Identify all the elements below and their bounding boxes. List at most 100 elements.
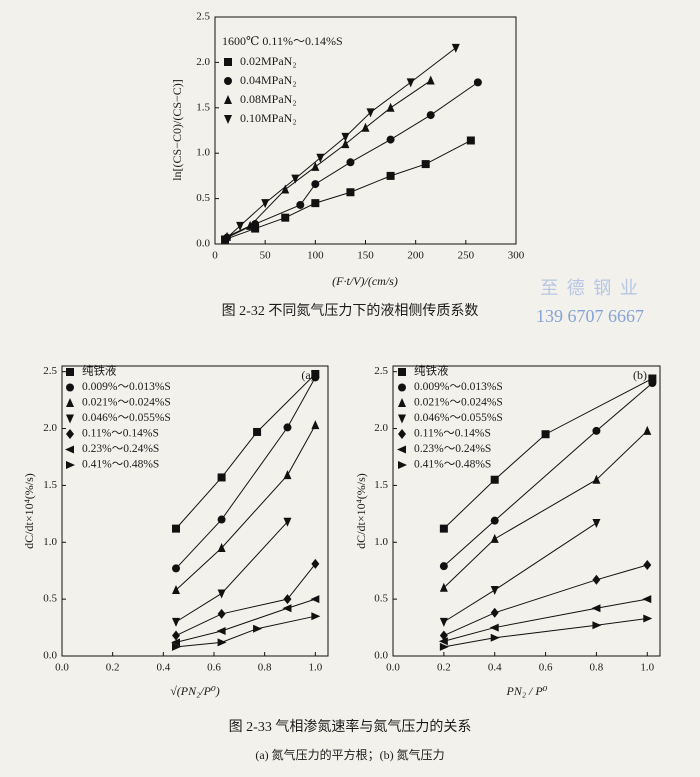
- legend-label: 0.02MPaN₂: [240, 54, 297, 68]
- y-tick-label: 0.0: [374, 650, 388, 662]
- data-point: [592, 426, 601, 435]
- legend-label: 0.41%～0.48%S: [82, 459, 159, 471]
- data-point: [361, 122, 370, 132]
- x-tick-label: 200: [407, 250, 424, 262]
- annotation: 1600℃ 0.11%～0.14%S: [222, 34, 343, 48]
- legend-marker: [398, 368, 406, 376]
- data-point: [311, 180, 320, 189]
- data-point: [591, 604, 601, 613]
- data-point: [172, 585, 180, 595]
- data-point: [490, 607, 499, 618]
- data-point: [311, 558, 320, 569]
- plot-frame: [392, 365, 661, 657]
- y-tick-label: 2.5: [43, 365, 57, 377]
- data-point: [439, 582, 448, 592]
- data-point: [490, 633, 500, 642]
- data-point: [643, 425, 652, 435]
- x-tick-label: 0.4: [488, 662, 502, 674]
- data-point: [592, 474, 601, 484]
- legend-label: 0.23%～0.24%S: [82, 443, 159, 455]
- y-tick-label: 2.0: [196, 56, 210, 68]
- data-point: [421, 160, 430, 169]
- legend-marker: [398, 383, 406, 392]
- legend-marker: [398, 414, 406, 424]
- data-point: [642, 595, 652, 604]
- y-tick-label: 1.5: [43, 479, 57, 491]
- legend-marker: [66, 414, 74, 424]
- data-point: [490, 475, 499, 484]
- data-point: [253, 427, 262, 436]
- data-point: [346, 158, 355, 167]
- watermark: 至 德 钢 业: [540, 278, 640, 298]
- data-point: [311, 612, 321, 621]
- data-point: [281, 213, 290, 222]
- data-point: [541, 430, 550, 439]
- x-tick-label: 1.0: [308, 662, 322, 674]
- y-tick-label: 0.5: [43, 593, 57, 605]
- caption: 图 2-33 气相渗氮速率与氮气压力的关系: [229, 718, 472, 735]
- data-point: [386, 135, 395, 144]
- x-tick-label: 0.4: [156, 662, 170, 674]
- data-point: [439, 630, 448, 641]
- legend-marker: [224, 95, 232, 104]
- data-point: [310, 595, 320, 604]
- data-point: [311, 199, 320, 208]
- data-point: [283, 470, 292, 480]
- series-line: [443, 617, 648, 648]
- y-tick-label: 2.5: [196, 11, 210, 23]
- x-tick-label: 0.6: [207, 662, 221, 674]
- data-point: [341, 139, 350, 149]
- x-tick-label: 0.6: [539, 662, 553, 674]
- data-point: [217, 589, 226, 599]
- series-line: [224, 140, 472, 240]
- data-point: [439, 617, 448, 627]
- legend-label: 0.021%～0.024%S: [414, 397, 503, 409]
- data-point: [366, 108, 375, 118]
- legend-marker: [66, 429, 74, 439]
- legend-label: 0.11%～0.14%S: [414, 428, 491, 440]
- legend-marker: [398, 398, 406, 407]
- data-point: [311, 161, 320, 171]
- data-point: [283, 594, 292, 605]
- data-point: [490, 533, 499, 543]
- data-point: [217, 542, 226, 552]
- series-line: [175, 377, 316, 569]
- data-point: [217, 608, 226, 619]
- data-point: [316, 153, 325, 163]
- data-point: [439, 562, 448, 571]
- y-tick-label: 0.0: [43, 650, 57, 662]
- data-point: [236, 221, 245, 231]
- y-axis-label: dC/dt×10⁴(%/s): [22, 473, 36, 549]
- legend-label: 0.021%～0.024%S: [82, 397, 171, 409]
- legend-marker: [66, 461, 75, 469]
- legend-label: 纯铁液: [82, 364, 117, 378]
- series-line: [443, 382, 653, 567]
- legend-marker: [397, 445, 406, 454]
- legend-label: 0.41%～0.48%S: [414, 459, 491, 471]
- data-point: [426, 111, 435, 120]
- data-point: [439, 524, 448, 533]
- data-point: [221, 235, 230, 245]
- data-point: [296, 200, 305, 209]
- legend-label: 0.04MPaN₂: [240, 73, 297, 87]
- x-tick-label: 100: [307, 250, 324, 262]
- legend-label: 0.23%～0.24%S: [414, 443, 491, 455]
- legend-marker: [65, 445, 74, 454]
- x-tick-label: 0.2: [437, 662, 451, 674]
- watermark: 139 6707 6667: [536, 306, 644, 326]
- data-point: [172, 524, 180, 533]
- data-point: [251, 224, 260, 233]
- legend-marker: [66, 398, 74, 407]
- data-point: [406, 78, 415, 88]
- series-line: [443, 598, 648, 642]
- x-axis-label: PN₂ / P⁰: [506, 684, 548, 698]
- legend-label: 0.046%～0.055%S: [414, 412, 503, 424]
- data-point: [386, 171, 395, 180]
- data-point: [172, 564, 180, 573]
- legend-label: 0.08MPaN₂: [240, 92, 297, 106]
- y-tick-label: 0.5: [374, 593, 388, 605]
- legend-label: 0.10MPaN₂: [240, 111, 297, 125]
- data-point: [283, 517, 292, 527]
- legend-label: 0.009%～0.013%S: [414, 381, 503, 393]
- legend-label: 0.046%～0.055%S: [82, 412, 171, 424]
